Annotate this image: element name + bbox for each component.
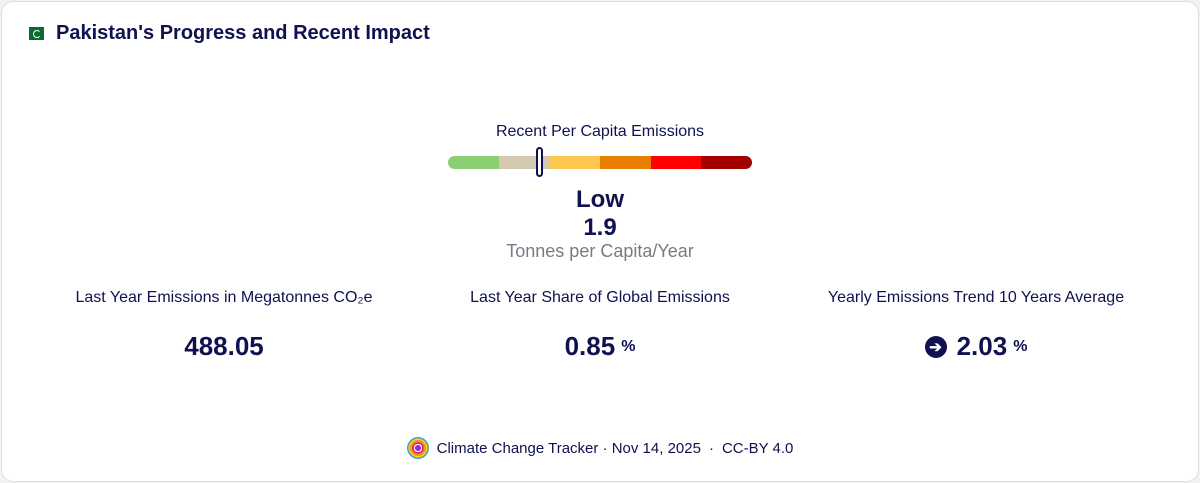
gauge-marker (535, 147, 543, 177)
stat-value: 0.85 (564, 331, 616, 361)
stat-emissions: Last Year Emissions in Megatonnes CO₂e 48… (24, 289, 424, 362)
gauge-value: 1.9 (583, 214, 617, 241)
climate-tracker-logo-icon (406, 437, 429, 459)
stat-label: Last Year Share of Global Emissions (470, 289, 730, 306)
stat-unit: % (621, 337, 636, 355)
card-title: Pakistan's Progress and Recent Impact (24, 22, 430, 45)
gauge-segment (448, 156, 499, 169)
footer: Climate Change Tracker · Nov 14, 2025 · CC… (0, 437, 1200, 459)
stat-value: 2.03 (956, 331, 1008, 361)
gauge-category: Low (576, 186, 624, 213)
stat-trend: Yearly Emissions Trend 10 Years Average ➔… (776, 289, 1176, 362)
gauge-segment (650, 156, 702, 169)
emissions-gauge (448, 156, 752, 169)
gauge-unit: Tonnes per Capita/Year (506, 241, 694, 261)
arrow-right-icon: ➔ (924, 335, 947, 358)
pakistan-flag-icon (24, 27, 44, 40)
stat-label: Yearly Emissions Trend 10 Years Average (827, 289, 1125, 306)
stat-label: Last Year Emissions in Megatonnes CO₂e (75, 289, 373, 306)
stat-share: Last Year Share of Global Emissions 0.85% (400, 289, 800, 362)
gauge-segment (600, 156, 651, 169)
gauge-label: Recent Per Capita Emissions (495, 123, 705, 140)
footer-separator: · (708, 439, 714, 457)
gauge-segment (701, 156, 752, 169)
title-text: Pakistan's Progress and Recent Impact (56, 22, 430, 44)
stat-unit: % (1013, 337, 1028, 355)
footer-source[interactable]: Climate Change Tracker · Nov 14, 2025 (436, 439, 701, 457)
stat-value: 488.05 (184, 331, 264, 361)
footer-license[interactable]: CC-BY 4.0 (721, 439, 794, 457)
gauge-segment (549, 156, 601, 169)
